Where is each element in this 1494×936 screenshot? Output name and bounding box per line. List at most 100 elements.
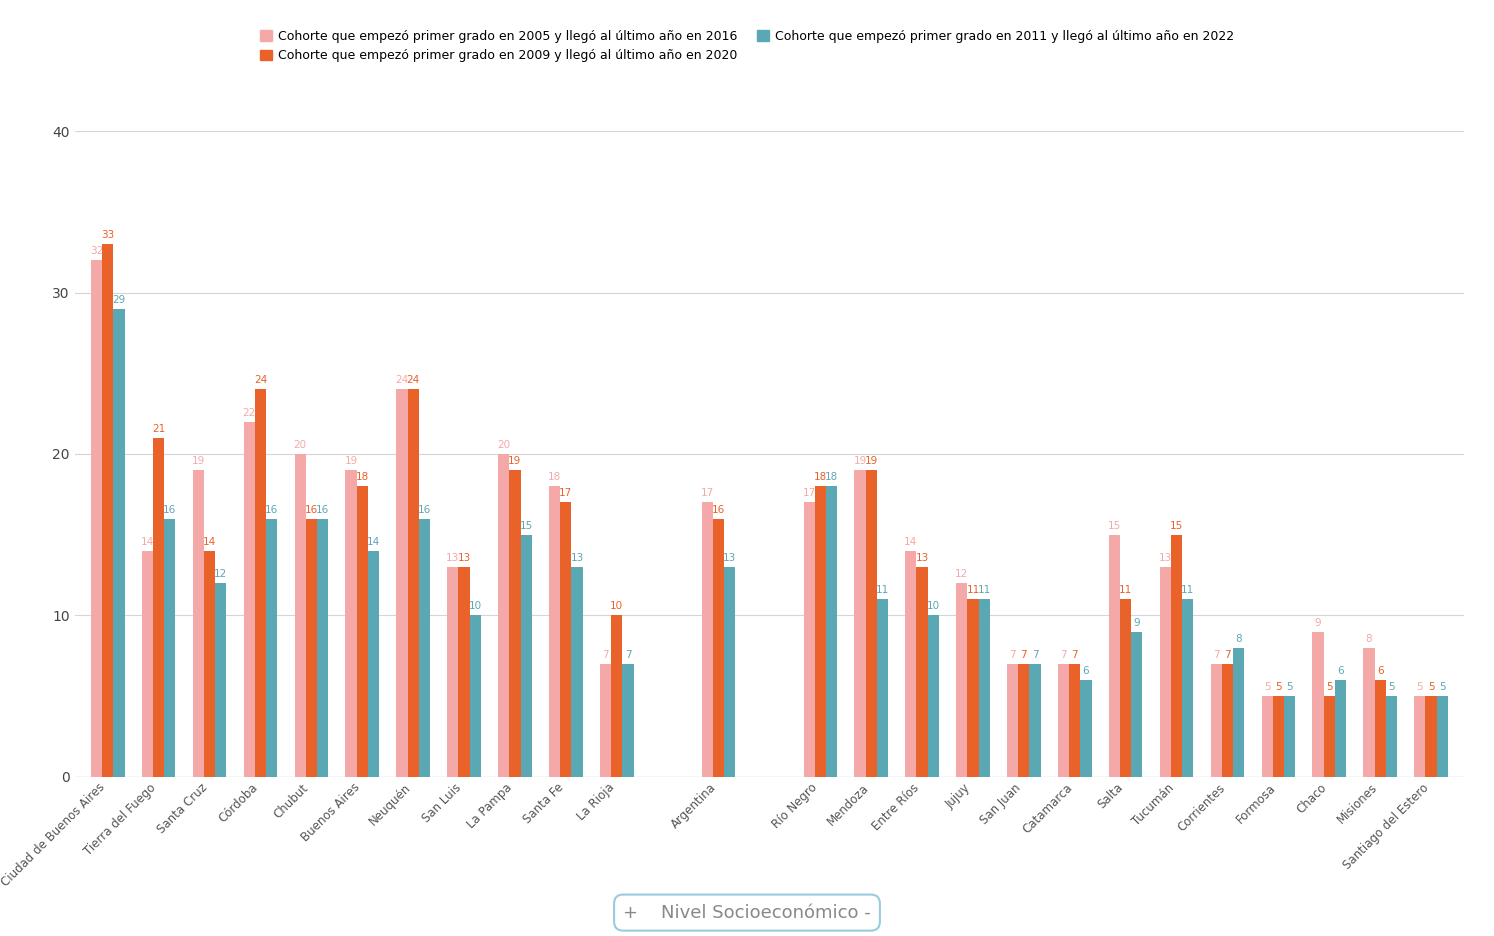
Text: 20: 20: [498, 440, 511, 450]
Bar: [1273, 696, 1283, 777]
Bar: [1324, 696, 1334, 777]
Text: 10: 10: [469, 602, 481, 611]
Text: 7: 7: [1020, 650, 1028, 660]
Bar: [498, 454, 509, 777]
Text: 19: 19: [191, 456, 205, 466]
Bar: [294, 454, 306, 777]
Text: 12: 12: [214, 569, 227, 579]
Bar: [725, 567, 735, 777]
Bar: [1171, 534, 1182, 777]
Text: 17: 17: [559, 489, 572, 498]
Text: 6: 6: [1337, 666, 1343, 676]
Bar: [1364, 648, 1374, 777]
Text: 17: 17: [701, 489, 714, 498]
Bar: [1415, 696, 1425, 777]
Bar: [611, 616, 623, 777]
Bar: [560, 503, 571, 777]
Bar: [1019, 664, 1029, 777]
Bar: [877, 599, 887, 777]
Text: 18: 18: [825, 473, 838, 482]
Text: 16: 16: [163, 505, 176, 515]
Bar: [1425, 696, 1437, 777]
Text: 11: 11: [977, 585, 991, 595]
Bar: [114, 309, 124, 777]
Text: 13: 13: [447, 553, 460, 563]
Text: 9: 9: [1134, 618, 1140, 627]
Bar: [905, 550, 916, 777]
Bar: [623, 664, 633, 777]
Bar: [469, 616, 481, 777]
Bar: [418, 519, 430, 777]
Bar: [1261, 696, 1273, 777]
Bar: [968, 599, 979, 777]
Text: 15: 15: [1170, 520, 1183, 531]
Bar: [306, 519, 317, 777]
Bar: [1007, 664, 1019, 777]
Text: 10: 10: [610, 602, 623, 611]
Bar: [713, 519, 725, 777]
Bar: [1283, 696, 1295, 777]
Legend: Cohorte que empezó primer grado en 2005 y llegó al último año en 2016, Cohorte q: Cohorte que empezó primer grado en 2005 …: [254, 25, 1240, 67]
Text: 13: 13: [457, 553, 471, 563]
Text: 15: 15: [1109, 520, 1120, 531]
Bar: [1131, 632, 1143, 777]
Text: 11: 11: [967, 585, 980, 595]
Bar: [571, 567, 583, 777]
Text: 7: 7: [1071, 650, 1079, 660]
Text: 6: 6: [1083, 666, 1089, 676]
Text: 11: 11: [875, 585, 889, 595]
Text: 5: 5: [1416, 682, 1424, 692]
Bar: [244, 421, 255, 777]
Text: 7: 7: [602, 650, 610, 660]
Bar: [1070, 664, 1080, 777]
Text: 7: 7: [1224, 650, 1231, 660]
Text: 11: 11: [1119, 585, 1132, 595]
Bar: [1058, 664, 1070, 777]
Text: 5: 5: [1274, 682, 1282, 692]
Bar: [1386, 696, 1397, 777]
Bar: [396, 389, 408, 777]
Text: 20: 20: [294, 440, 306, 450]
Bar: [193, 470, 205, 777]
Text: 24: 24: [406, 375, 420, 386]
Text: 5: 5: [1286, 682, 1292, 692]
Bar: [255, 389, 266, 777]
Bar: [357, 486, 368, 777]
Bar: [520, 534, 532, 777]
Bar: [345, 470, 357, 777]
Bar: [91, 260, 102, 777]
Bar: [164, 519, 175, 777]
Bar: [152, 438, 164, 777]
Text: 19: 19: [865, 456, 878, 466]
Bar: [601, 664, 611, 777]
Text: 13: 13: [723, 553, 737, 563]
Text: 19: 19: [345, 456, 357, 466]
Text: 16: 16: [315, 505, 329, 515]
Text: 5: 5: [1439, 682, 1446, 692]
Bar: [1312, 632, 1324, 777]
Bar: [266, 519, 278, 777]
Text: 12: 12: [955, 569, 968, 579]
Bar: [1233, 648, 1245, 777]
Bar: [979, 599, 991, 777]
Text: 24: 24: [254, 375, 267, 386]
Bar: [928, 616, 938, 777]
Bar: [317, 519, 329, 777]
Bar: [459, 567, 469, 777]
Text: 5: 5: [1264, 682, 1270, 692]
Bar: [1029, 664, 1041, 777]
Bar: [956, 583, 968, 777]
Bar: [205, 550, 215, 777]
Text: 29: 29: [112, 295, 125, 304]
Bar: [1159, 567, 1171, 777]
Text: 7: 7: [624, 650, 632, 660]
Bar: [1109, 534, 1120, 777]
Text: 8: 8: [1236, 634, 1242, 644]
Text: 18: 18: [356, 473, 369, 482]
Text: 17: 17: [802, 489, 816, 498]
Bar: [1222, 664, 1233, 777]
Text: 11: 11: [1182, 585, 1194, 595]
Bar: [1210, 664, 1222, 777]
Text: 18: 18: [814, 473, 828, 482]
Bar: [865, 470, 877, 777]
